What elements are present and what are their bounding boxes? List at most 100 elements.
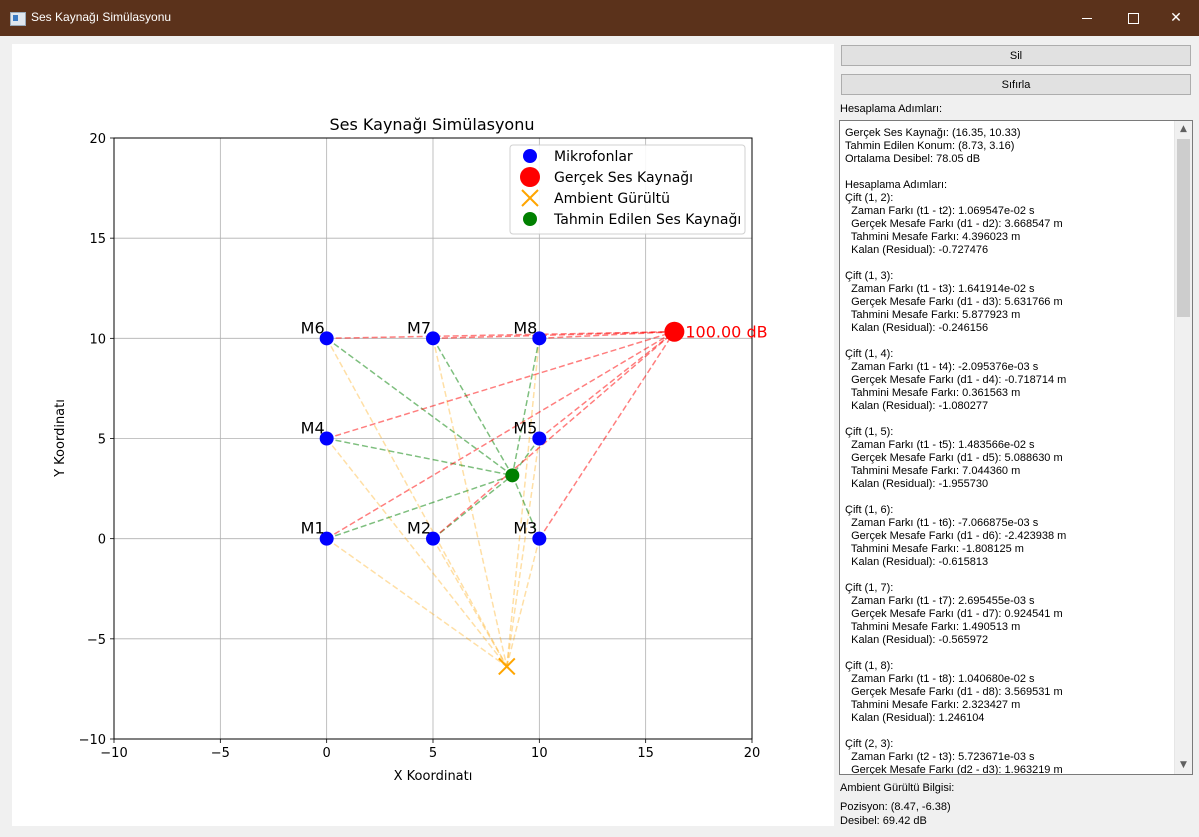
x-tick-label: −10 (100, 746, 127, 761)
microphone-label: M7 (407, 318, 431, 337)
log-line: Tahmin Edilen Konum: (8.73, 3.16) (845, 140, 1015, 152)
estimate-path-line (326, 337, 513, 476)
source-path-line (432, 331, 675, 540)
ambient-path-line (432, 538, 508, 667)
log-line: Gerçek Mesafe Farkı (d1 - d3): 5.631766 … (845, 296, 1063, 308)
ambient-path-line (506, 538, 541, 667)
estimate-path-line (432, 474, 513, 540)
reset-button[interactable]: Sıfırla (841, 74, 1191, 95)
x-tick-label: 20 (744, 746, 761, 761)
log-line: Zaman Farkı (t1 - t6): -7.066875e-03 s (845, 517, 1039, 529)
scrollbar-thumb[interactable] (1177, 139, 1190, 317)
estimate-path-line (511, 338, 541, 476)
log-line: Çift (1, 2): (845, 192, 894, 204)
estimated-source-point (505, 468, 520, 483)
log-line: Gerçek Mesafe Farkı (d1 - d4): -0.718714… (845, 374, 1067, 386)
ambient-noise-marker (498, 657, 516, 676)
app-icon (10, 12, 26, 26)
true-source-decibel-label: 100.00 dB (685, 323, 767, 342)
x-tick-label: 5 (429, 746, 437, 761)
microphone-point (319, 531, 334, 546)
plot-canvas[interactable]: −10 −5 0 5 10 15 20 −10 −5 0 5 10 15 20 M1 M2 M3 M4 M5 M6 M… (12, 44, 834, 826)
ambient-path-line (432, 338, 508, 667)
legend-label: Tahmin Edilen Ses Kaynağı (553, 212, 741, 228)
legend-ambient-icon (521, 189, 539, 207)
scroll-up-icon[interactable]: ▲ (1180, 124, 1187, 134)
x-tick-label: 0 (323, 746, 331, 761)
log-line: Zaman Farkı (t1 - t7): 2.695455e-03 s (845, 595, 1035, 607)
log-line: Tahmini Mesafe Farkı: 0.361563 m (845, 387, 1021, 399)
log-line: Tahmini Mesafe Farkı: 7.044360 m (845, 465, 1021, 477)
chart-svg: −10 −5 0 5 10 15 20 −10 −5 0 5 10 15 20 M1 M2 M3 M4 M5 M6 M… (53, 115, 768, 784)
close-button[interactable]: ✕ (1170, 10, 1182, 26)
ambient-decibel-label: Desibel: 69.42 dB (840, 815, 927, 827)
log-line: Çift (1, 6): (845, 504, 894, 516)
y-tick-label: 0 (98, 533, 106, 548)
legend-true-source-icon (520, 167, 540, 187)
source-path-line (539, 330, 675, 340)
log-line: Gerçek Mesafe Farkı (d2 - d3): 1.963219 … (845, 764, 1063, 775)
microphone-point (532, 331, 547, 346)
minimize-button[interactable] (1064, 0, 1110, 36)
log-line: Tahmini Mesafe Farkı: 2.323427 m (845, 699, 1021, 711)
log-line: Zaman Farkı (t1 - t2): 1.069547e-02 s (845, 205, 1035, 217)
clear-button[interactable]: Sil (841, 45, 1191, 66)
y-tick-label: 10 (89, 332, 106, 347)
x-tick-label: −5 (211, 746, 230, 761)
estimate-path-line (432, 337, 513, 476)
microphone-label: M8 (513, 318, 537, 337)
y-axis-label: Y Koordinatı (53, 399, 68, 478)
x-axis-label: X Koordinatı (394, 769, 473, 784)
estimate-path-line (326, 437, 513, 477)
microphone-label: M4 (301, 419, 325, 438)
microphone-point (319, 331, 334, 346)
source-path-line (432, 330, 675, 340)
chart-title: Ses Kaynağı Simülasyonu (330, 115, 535, 134)
estimate-path-line (511, 438, 540, 476)
estimate-path-line (326, 474, 513, 540)
log-line: Çift (1, 3): (845, 270, 894, 282)
microphone-point (319, 431, 334, 446)
log-line: Gerçek Mesafe Farkı (d1 - d2): 3.668547 … (845, 218, 1063, 230)
scroll-down-icon[interactable]: ▼ (1180, 760, 1187, 770)
log-line (845, 413, 1175, 426)
source-path-line (538, 331, 675, 440)
microphone-point (532, 431, 547, 446)
y-tick-label: 15 (89, 232, 106, 247)
log-line: Kalan (Residual): -0.246156 (845, 322, 989, 334)
microphone-point (532, 531, 547, 546)
ambient-header-label: Ambient Gürültü Bilgisi: (840, 782, 955, 794)
log-line: Kalan (Residual): -0.727476 (845, 244, 989, 256)
source-path-line (326, 331, 675, 540)
log-line: Zaman Farkı (t1 - t5): 1.483566e-02 s (845, 439, 1035, 451)
vertical-scrollbar[interactable]: ▲ ▼ (1174, 121, 1192, 774)
log-line (845, 257, 1175, 270)
ambient-path-line (326, 337, 508, 667)
log-line (845, 569, 1175, 582)
calculation-steps-textbox[interactable]: Gerçek Ses Kaynağı: (16.35, 10.33) Tahmin… (839, 120, 1193, 775)
log-line: Gerçek Mesafe Farkı (d1 - d8): 3.569531 … (845, 686, 1063, 698)
legend-label: Ambient Gürültü (554, 191, 670, 207)
log-line: Zaman Farkı (t1 - t8): 1.040680e-02 s (845, 673, 1035, 685)
log-line: Kalan (Residual): -1.955730 (845, 478, 989, 490)
log-line: Çift (1, 7): (845, 582, 894, 594)
y-tick-label: −5 (87, 633, 106, 648)
log-line: Gerçek Mesafe Farkı (d1 - d5): 5.088630 … (845, 452, 1063, 464)
log-line (845, 166, 1175, 179)
log-line: Kalan (Residual): -0.615813 (845, 556, 989, 568)
legend-estimated-source-icon (523, 212, 537, 226)
log-line: Çift (1, 5): (845, 426, 894, 438)
maximize-button[interactable] (1110, 0, 1156, 36)
title-bar[interactable]: Ses Kaynağı Simülasyonu ✕ (0, 0, 1199, 36)
ambient-path-line (326, 438, 508, 667)
log-line: Zaman Farkı (t1 - t3): 1.641914e-02 s (845, 283, 1035, 295)
log-line: Hesaplama Adımları: (845, 179, 948, 191)
microphone-point (426, 331, 440, 346)
log-line: Kalan (Residual): -1.080277 (845, 400, 989, 412)
legend-label: Mikrofonlar (554, 149, 633, 165)
source-path-line (326, 331, 675, 440)
source-path-line (538, 331, 676, 540)
y-tick-label: 5 (98, 433, 106, 448)
log-line: Çift (2, 3): (845, 738, 894, 750)
log-line (845, 725, 1175, 738)
